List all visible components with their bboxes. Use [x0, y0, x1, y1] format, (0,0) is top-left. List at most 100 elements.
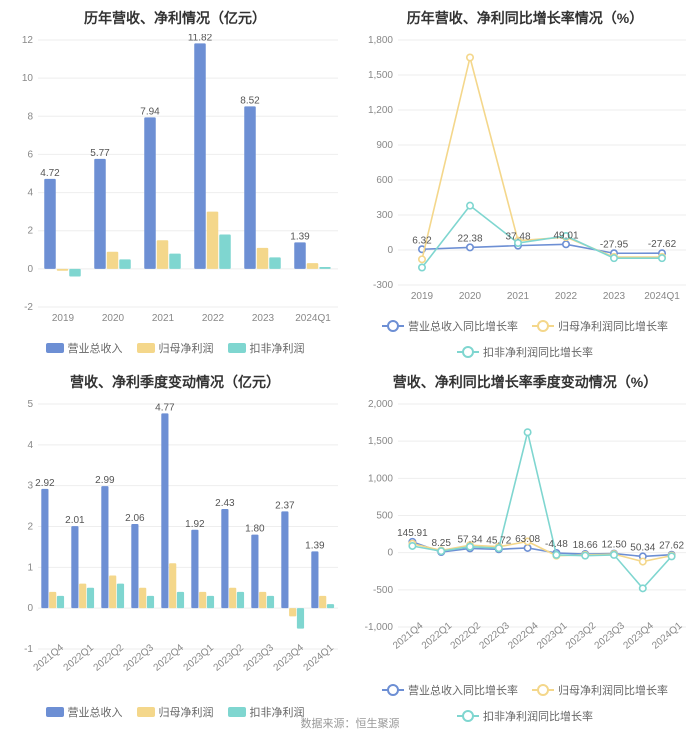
svg-text:45.72: 45.72 — [486, 535, 511, 546]
annual-line-legend: 营业总收入同比增长率 归母净利润同比增长率扣非净利润同比增长率 — [356, 318, 694, 360]
svg-text:1.80: 1.80 — [245, 524, 265, 535]
svg-text:63.08: 63.08 — [515, 534, 540, 545]
svg-text:50.34: 50.34 — [630, 542, 655, 553]
legend-swatch — [46, 343, 64, 353]
svg-text:0: 0 — [387, 548, 393, 559]
svg-text:2.06: 2.06 — [125, 513, 145, 524]
svg-text:8: 8 — [27, 111, 33, 122]
svg-text:2022Q4: 2022Q4 — [152, 642, 187, 674]
legend-label: 归母净利润同比增长率 — [558, 682, 668, 698]
svg-text:2023: 2023 — [252, 313, 275, 324]
legend-swatch — [228, 707, 246, 717]
legend-swatch — [228, 343, 246, 353]
legend-item: 归母净利润 — [137, 704, 214, 720]
svg-text:0: 0 — [27, 603, 33, 614]
svg-text:2.43: 2.43 — [215, 498, 235, 509]
svg-text:2022: 2022 — [555, 291, 578, 302]
svg-text:500: 500 — [376, 511, 393, 522]
svg-text:2024Q1: 2024Q1 — [650, 620, 685, 652]
svg-text:2.99: 2.99 — [95, 475, 115, 486]
legend-item: 归母净利润同比增长率 — [532, 682, 668, 698]
svg-text:4.77: 4.77 — [155, 402, 175, 413]
svg-text:4.72: 4.72 — [40, 168, 60, 179]
svg-text:2023Q3: 2023Q3 — [593, 620, 628, 652]
legend-item: 扣非净利润同比增长率 — [457, 344, 593, 360]
chart-title: 历年营收、净利情况（亿元） — [6, 8, 344, 28]
svg-text:2020: 2020 — [102, 313, 125, 324]
svg-text:2024Q1: 2024Q1 — [644, 291, 680, 302]
legend-item: 归母净利润同比增长率 — [532, 318, 668, 334]
svg-text:1,000: 1,000 — [368, 473, 393, 484]
svg-text:1,500: 1,500 — [368, 436, 393, 447]
legend-item: 营业总收入同比增长率 — [382, 682, 518, 698]
svg-text:22.38: 22.38 — [457, 233, 482, 244]
svg-text:8.52: 8.52 — [240, 95, 260, 106]
svg-text:27.62: 27.62 — [659, 541, 684, 552]
panel-annual-bar: 历年营收、净利情况（亿元） -20246810124.7220195.77202… — [0, 0, 350, 364]
svg-text:8.25: 8.25 — [431, 538, 451, 549]
svg-text:2024Q1: 2024Q1 — [295, 313, 331, 324]
legend-item: 扣非净利润同比增长率 — [457, 708, 593, 724]
legend-swatch — [532, 689, 554, 691]
svg-text:1,800: 1,800 — [368, 35, 393, 46]
svg-text:2024Q1: 2024Q1 — [302, 642, 337, 674]
svg-text:2021: 2021 — [507, 291, 530, 302]
legend-label: 扣非净利润同比增长率 — [483, 344, 593, 360]
svg-text:3: 3 — [27, 481, 33, 492]
svg-text:2: 2 — [27, 226, 33, 237]
svg-text:11.82: 11.82 — [188, 34, 213, 43]
panel-quarter-line: 营收、净利同比增长率季度变动情况（%） -1,000-50005001,0001… — [350, 364, 700, 728]
svg-text:6.32: 6.32 — [412, 235, 432, 246]
svg-text:-4.48: -4.48 — [545, 539, 568, 550]
svg-text:12.50: 12.50 — [601, 540, 626, 551]
svg-text:4: 4 — [27, 188, 33, 199]
svg-text:37.48: 37.48 — [505, 232, 530, 243]
annual-bar-chart: -20246810124.7220195.7720207.94202111.82… — [6, 34, 344, 336]
svg-text:-27.62: -27.62 — [648, 239, 677, 250]
chart-title: 历年营收、净利同比增长率情况（%） — [356, 8, 694, 28]
svg-text:2.37: 2.37 — [275, 500, 295, 511]
svg-text:0: 0 — [387, 245, 393, 256]
legend-swatch — [457, 351, 479, 353]
legend-swatch — [382, 689, 404, 691]
svg-text:2023: 2023 — [603, 291, 626, 302]
svg-text:1.92: 1.92 — [185, 519, 205, 530]
svg-text:-300: -300 — [373, 280, 393, 291]
svg-text:2019: 2019 — [411, 291, 434, 302]
svg-text:4: 4 — [27, 440, 33, 451]
panel-quarter-bar: 营收、净利季度变动情况（亿元） -10123452.922021Q42.0120… — [0, 364, 350, 728]
legend-item: 营业总收入同比增长率 — [382, 318, 518, 334]
legend-label: 归母净利润 — [159, 340, 214, 356]
svg-text:12: 12 — [22, 35, 34, 46]
svg-text:5.77: 5.77 — [90, 148, 110, 159]
quarter-bar-chart: -10123452.922021Q42.012022Q12.992022Q22.… — [6, 398, 344, 700]
svg-text:2022Q4: 2022Q4 — [506, 620, 541, 652]
svg-text:1,500: 1,500 — [368, 70, 393, 81]
svg-text:2021: 2021 — [152, 313, 175, 324]
legend-item: 营业总收入 — [46, 340, 123, 356]
svg-text:2023Q1: 2023Q1 — [182, 642, 217, 674]
quarter-bar-legend: 营业总收入归母净利润扣非净利润 — [6, 704, 344, 720]
svg-text:145.91: 145.91 — [397, 528, 428, 539]
legend-swatch — [137, 343, 155, 353]
legend-swatch — [532, 325, 554, 327]
svg-text:2019: 2019 — [52, 313, 75, 324]
svg-text:2022Q1: 2022Q1 — [62, 642, 97, 674]
svg-text:10: 10 — [22, 73, 34, 84]
annual-line-chart: -30003006009001,2001,5001,8006.3222.3837… — [356, 34, 694, 314]
svg-text:-1,000: -1,000 — [365, 622, 394, 633]
svg-text:-27.95: -27.95 — [600, 239, 629, 250]
svg-text:-1: -1 — [24, 644, 33, 655]
svg-text:2023Q3: 2023Q3 — [242, 642, 277, 674]
svg-text:2: 2 — [27, 522, 33, 533]
legend-label: 归母净利润同比增长率 — [558, 318, 668, 334]
svg-text:57.34: 57.34 — [457, 534, 482, 545]
chart-title: 营收、净利同比增长率季度变动情况（%） — [356, 372, 694, 392]
legend-swatch — [382, 325, 404, 327]
svg-text:2023Q2: 2023Q2 — [212, 642, 247, 674]
svg-text:2021Q4: 2021Q4 — [391, 620, 426, 652]
svg-text:2022Q3: 2022Q3 — [477, 620, 512, 652]
svg-text:1: 1 — [27, 562, 33, 573]
legend-item: 扣非净利润 — [228, 340, 305, 356]
svg-text:900: 900 — [376, 140, 393, 151]
